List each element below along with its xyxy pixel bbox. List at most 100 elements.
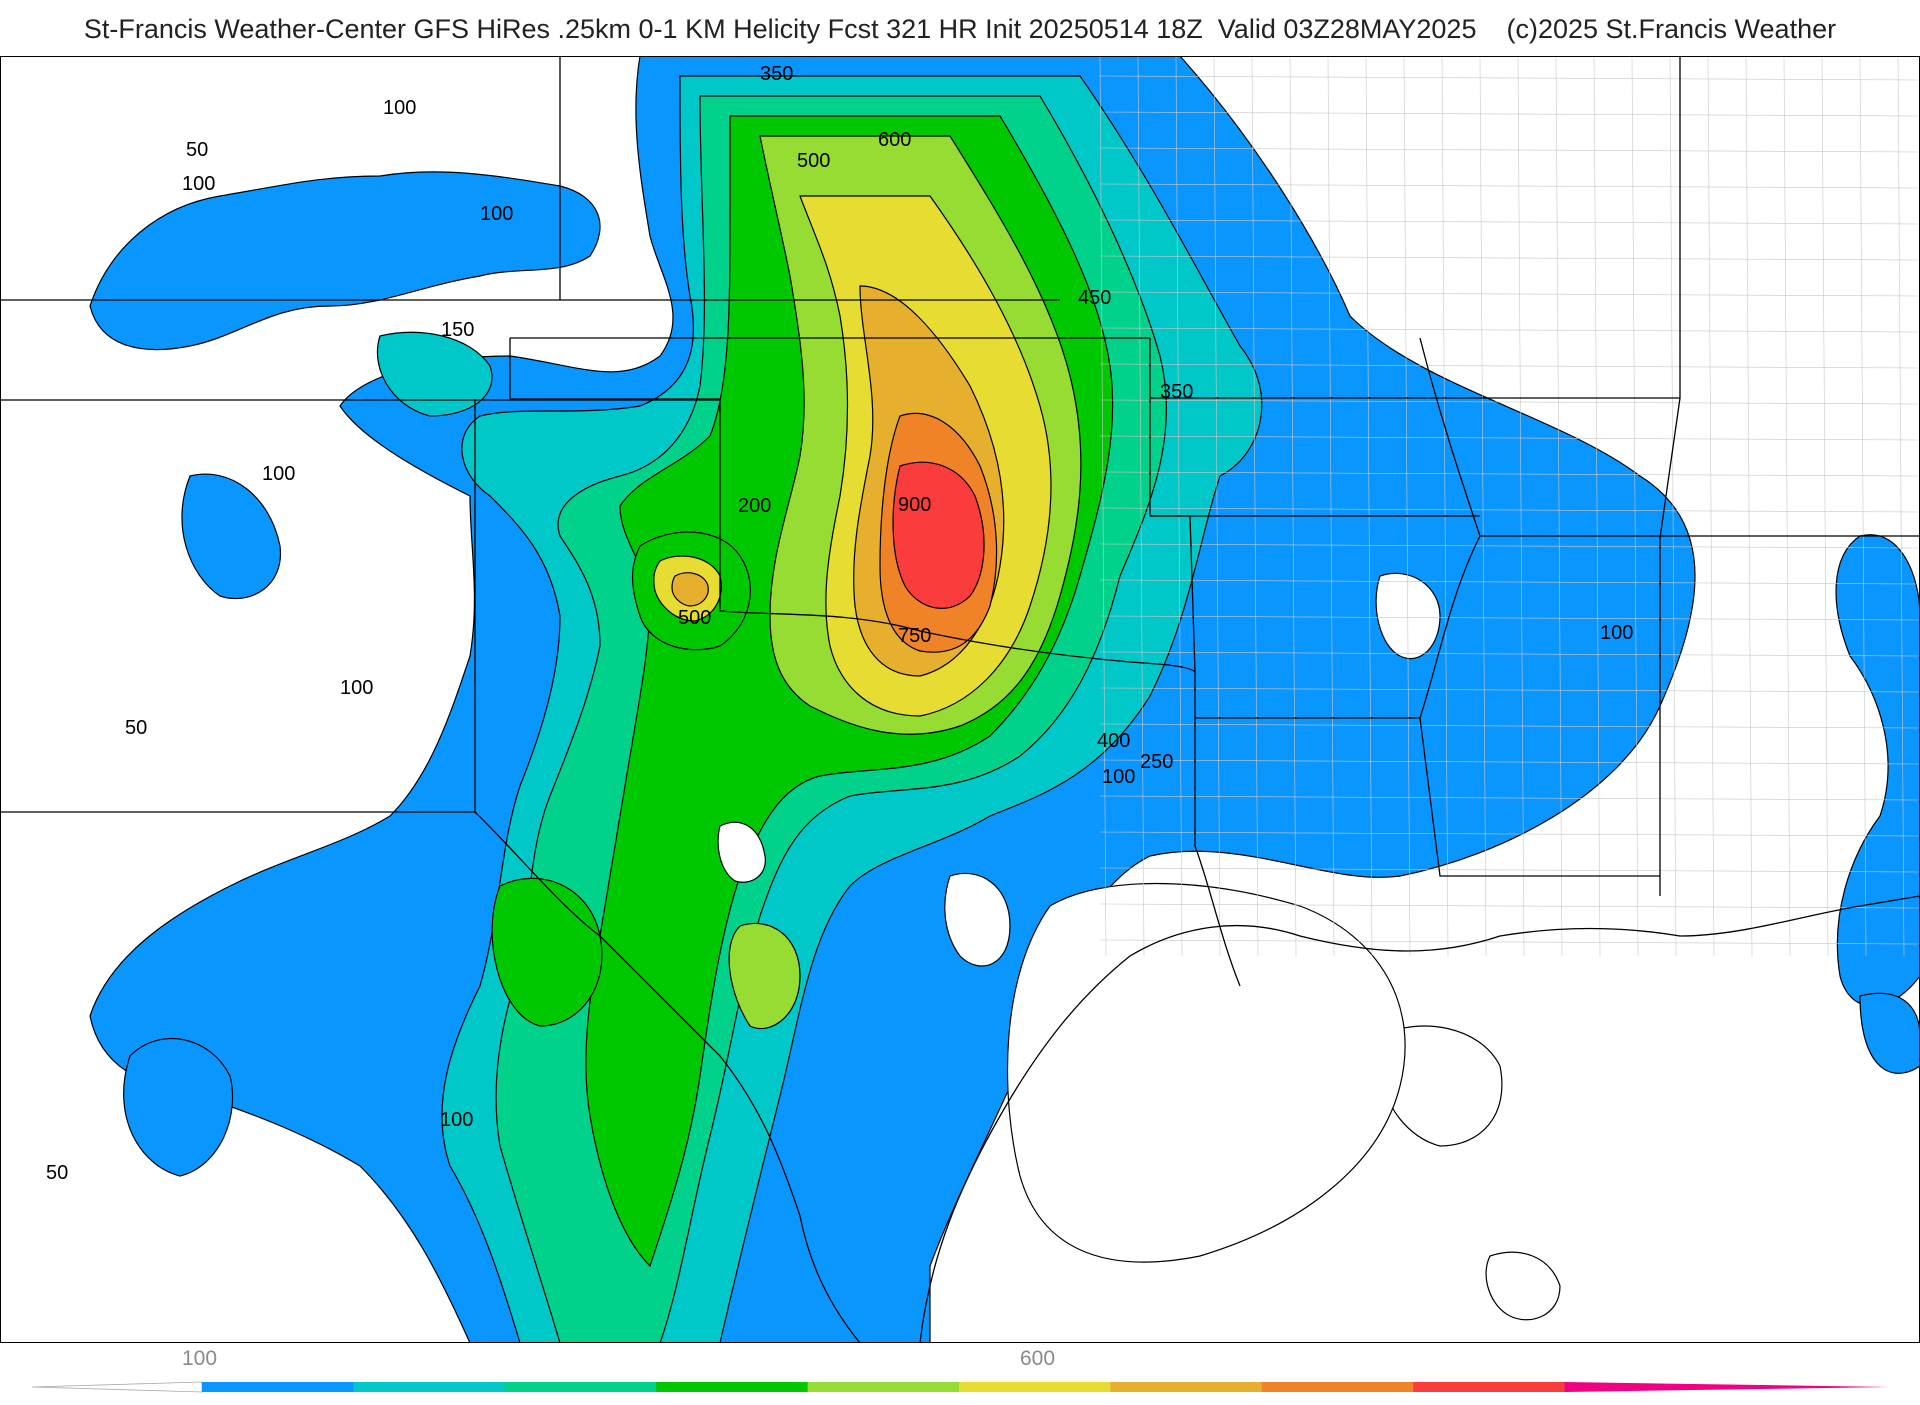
county-line xyxy=(1517,56,1525,957)
county-line xyxy=(1099,903,1920,909)
county-line xyxy=(1099,435,1920,441)
contour-label: 150 xyxy=(441,319,474,341)
boundary-texas-louisiana xyxy=(1194,672,1241,987)
county-line xyxy=(1099,327,1920,333)
county-line xyxy=(1099,147,1920,153)
map-title: St-Francis Weather-Center GFS HiRes .25k… xyxy=(83,14,1837,44)
colorbar-segment xyxy=(504,1382,657,1392)
contour-label: 450 xyxy=(1078,287,1111,309)
colorbar-segment xyxy=(807,1382,960,1392)
county-line xyxy=(1099,579,1920,585)
county-line xyxy=(1099,651,1920,657)
gulf-coastline xyxy=(919,895,1920,1343)
contour-label: 500 xyxy=(797,150,830,172)
helicity-map: 350 100 50 100 100 600 500 450 150 350 1… xyxy=(0,56,1920,1343)
contour-label: 900 xyxy=(898,494,931,516)
band-100-sw xyxy=(123,1038,234,1177)
band-350-sw xyxy=(491,877,603,1027)
county-line xyxy=(1099,363,1920,369)
county-line xyxy=(1099,543,1920,549)
county-line xyxy=(1403,56,1411,957)
county-line xyxy=(1479,56,1487,957)
county-line xyxy=(1707,56,1715,957)
helicity-fill-layer xyxy=(89,56,1920,1343)
county-line xyxy=(1441,56,1449,957)
county-line xyxy=(1669,56,1677,957)
contour-label: 100 xyxy=(340,677,373,699)
colorbar-segment xyxy=(1110,1382,1263,1392)
contour-label: 400 xyxy=(1097,730,1130,752)
county-line xyxy=(1365,56,1373,957)
band-900 xyxy=(892,461,985,609)
contour-label: 500 xyxy=(678,607,711,629)
county-line xyxy=(1099,399,1920,405)
county-line xyxy=(1099,831,1920,837)
county-line xyxy=(1099,75,1920,81)
boundary-mexico xyxy=(474,811,861,1343)
county-line xyxy=(1593,56,1601,957)
county-line xyxy=(1099,111,1920,117)
contour-label: 250 xyxy=(1140,751,1173,773)
band-500-core3 xyxy=(671,572,709,607)
contour-label: 350 xyxy=(760,63,793,85)
contour-label: 100 xyxy=(383,97,416,119)
county-line xyxy=(1213,56,1221,957)
hole-6 xyxy=(1006,882,1406,1263)
county-line xyxy=(1821,56,1829,957)
colorbar xyxy=(0,1343,1920,1400)
county-line xyxy=(1631,56,1639,957)
band-100-nw xyxy=(89,171,601,351)
band-450-sw xyxy=(728,922,801,1030)
contour-label: 50 xyxy=(46,1162,68,1184)
contour-label: 600 xyxy=(878,129,911,151)
county-line xyxy=(1099,255,1920,261)
contour-label: 100 xyxy=(1102,766,1135,788)
county-line xyxy=(1251,56,1259,957)
contour-label: 100 xyxy=(262,463,295,485)
contour-label: 200 xyxy=(738,495,771,517)
colorbar-tick-label: 100 xyxy=(182,1347,218,1370)
county-line xyxy=(1745,56,1753,957)
hole-3 xyxy=(944,872,1011,967)
county-line xyxy=(1289,56,1297,957)
county-line xyxy=(1099,867,1920,873)
band-100-far-e2 xyxy=(1859,992,1920,1074)
colorbar-segment xyxy=(959,1382,1111,1392)
contour-labels: 350 100 50 100 100 600 500 450 150 350 1… xyxy=(46,63,1633,1184)
state-boundaries xyxy=(0,56,1920,1343)
county-line xyxy=(1099,183,1920,189)
county-line xyxy=(1099,759,1920,765)
county-line xyxy=(1897,56,1905,957)
county-line xyxy=(1099,471,1920,477)
colorbar-segment xyxy=(353,1382,506,1392)
contour-label: 100 xyxy=(440,1109,473,1131)
contour-label: 100 xyxy=(1600,622,1633,644)
contour-label: 50 xyxy=(125,717,147,739)
county-line xyxy=(1099,291,1920,297)
hole-5 xyxy=(1485,1251,1561,1321)
contour-label: 50 xyxy=(186,139,208,161)
county-line xyxy=(1099,939,1920,945)
colorbar-segment xyxy=(31,1381,203,1393)
colorbar-segment xyxy=(1413,1382,1566,1392)
county-lines xyxy=(1099,56,1920,957)
band-100-w xyxy=(181,473,282,600)
county-line xyxy=(1099,507,1920,513)
boundary-mississippi-louisiana xyxy=(1419,717,1660,877)
county-line xyxy=(1099,56,1107,957)
colorbar-segment xyxy=(656,1382,809,1392)
county-line xyxy=(1099,687,1920,693)
colorbar-segment xyxy=(1564,1382,1890,1392)
colorbar-segment xyxy=(1261,1382,1414,1392)
contour-label: 750 xyxy=(898,625,931,647)
county-line xyxy=(1327,56,1335,957)
county-line xyxy=(1099,615,1920,621)
boundary-red-river xyxy=(719,399,1196,673)
contour-label: 100 xyxy=(182,173,215,195)
band-100-far-e xyxy=(1835,534,1920,1007)
county-line xyxy=(1859,56,1867,957)
boundary-east-states xyxy=(1659,56,1681,539)
hole-2 xyxy=(717,821,766,883)
county-line xyxy=(1099,219,1920,225)
county-line xyxy=(1099,795,1920,801)
